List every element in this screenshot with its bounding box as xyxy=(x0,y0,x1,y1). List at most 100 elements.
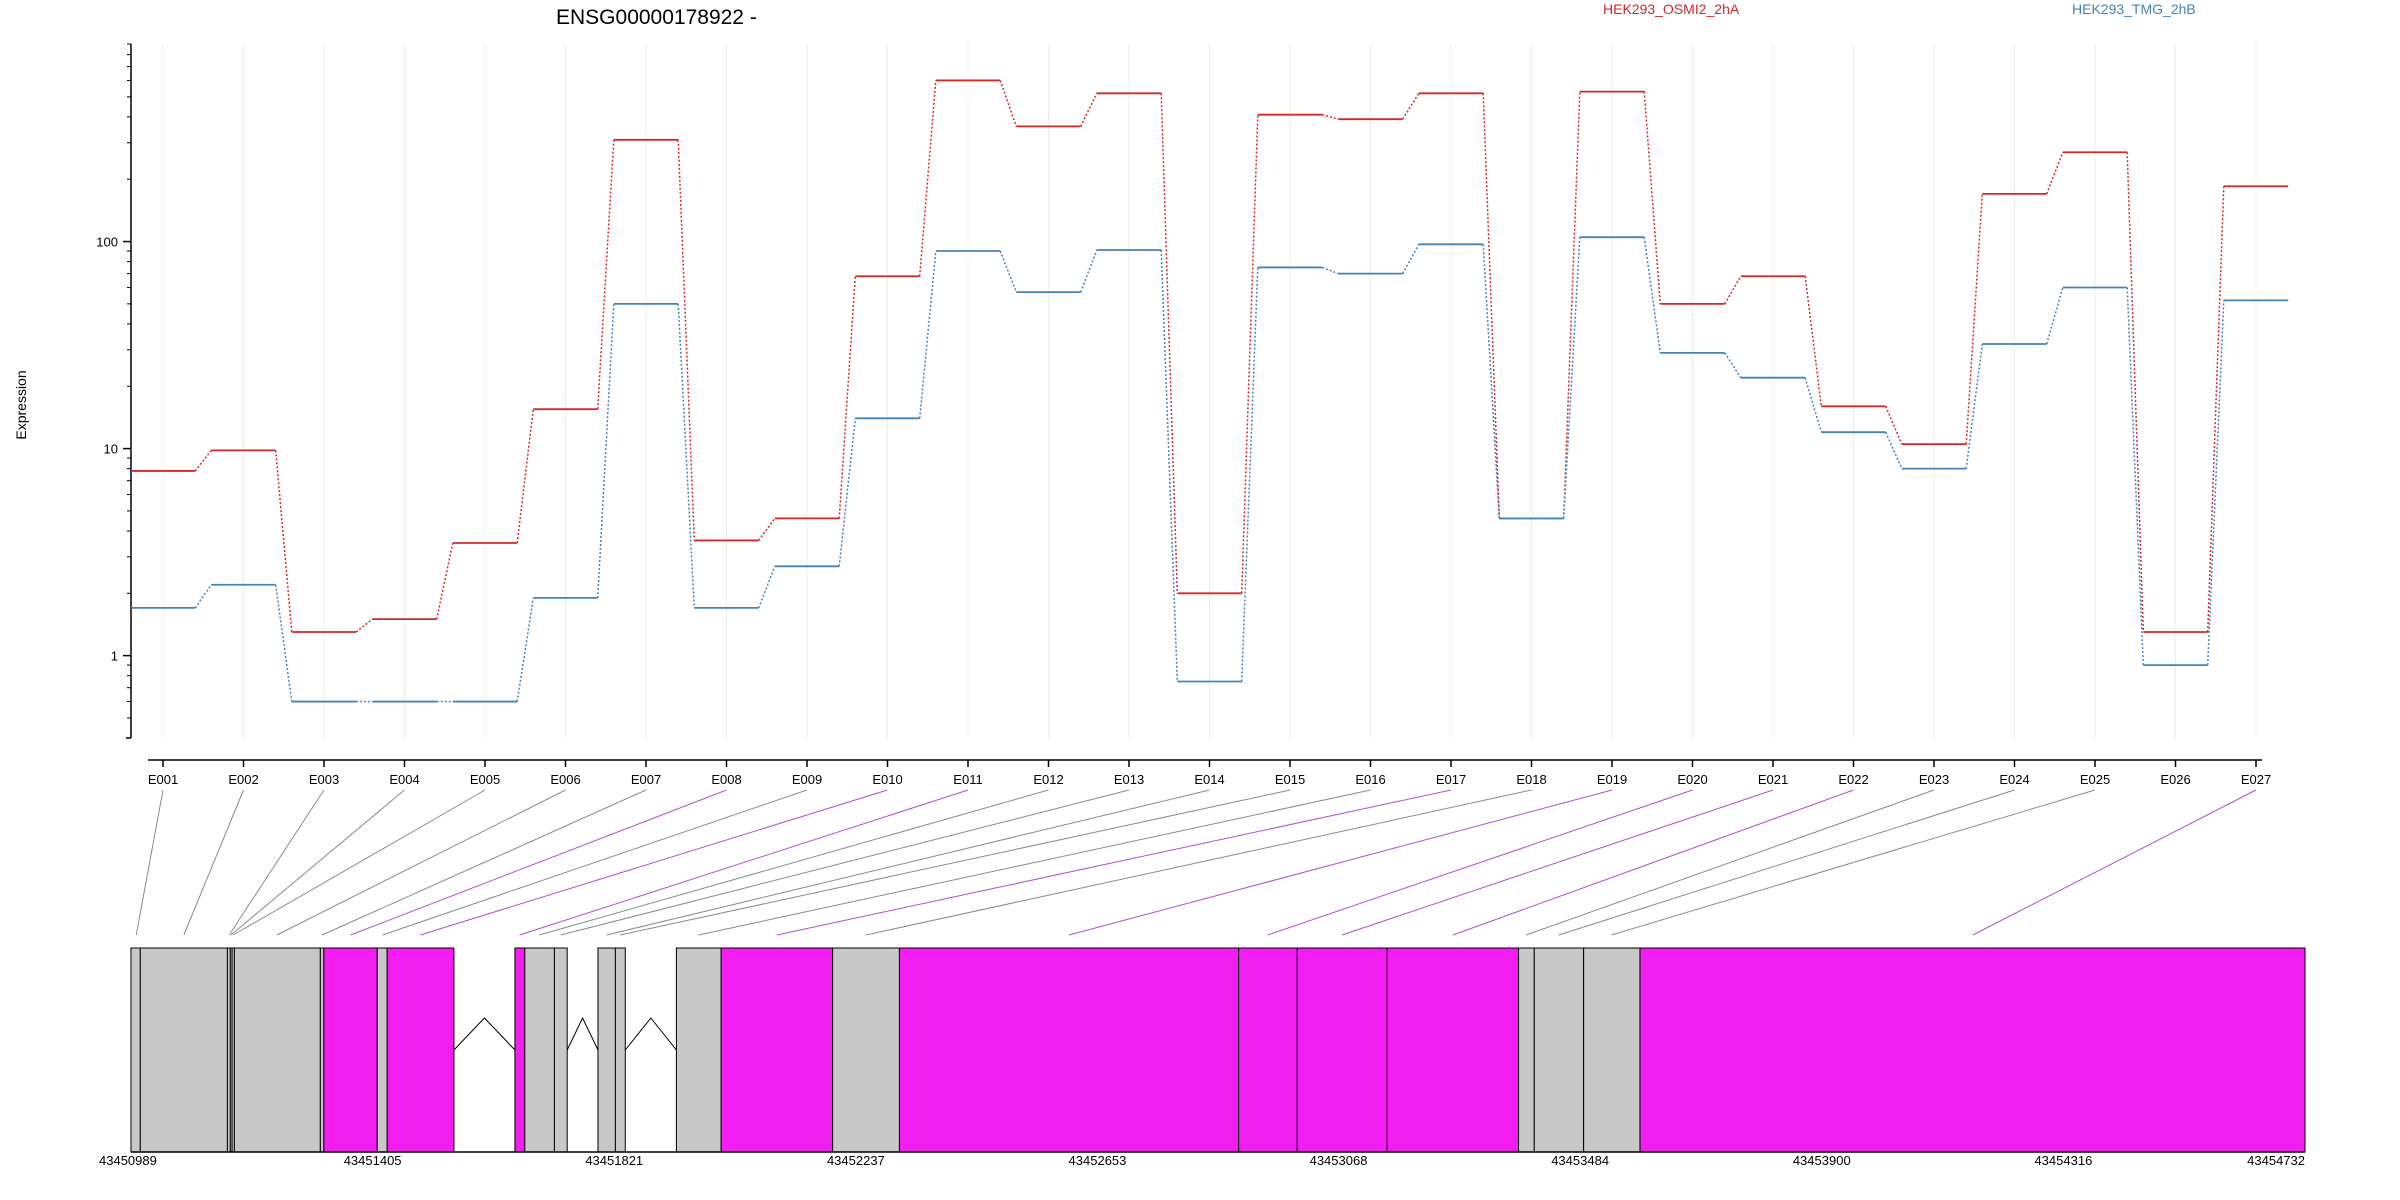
series-link xyxy=(999,250,1017,293)
series-tmg xyxy=(131,236,2289,703)
exon-block xyxy=(1639,947,2306,1153)
x-tick-label: E004 xyxy=(389,772,419,787)
x-tick-label: E024 xyxy=(1999,772,2029,787)
x-tick-label: E020 xyxy=(1677,772,1707,787)
series-link xyxy=(838,276,857,519)
y-tick-label: 1 xyxy=(111,649,118,664)
series-link xyxy=(1240,267,1259,682)
series-link xyxy=(1321,113,1339,120)
exon-block xyxy=(553,947,568,1153)
x-tick-label: E011 xyxy=(953,772,982,787)
series-link xyxy=(677,139,696,541)
series-link xyxy=(596,303,615,598)
exon-block xyxy=(1583,947,1641,1153)
exon-connector xyxy=(606,789,1210,936)
x-tick-label: E018 xyxy=(1516,772,1546,787)
exon-block xyxy=(139,947,228,1153)
series-link xyxy=(2046,151,2064,195)
x-axis: E001 E002 E003 E004 E005 E006 E007 E008 E009 E010… xyxy=(148,759,2271,787)
genomic-coordinate-label: 43453484 xyxy=(1551,1153,1609,1168)
exon-connector xyxy=(230,789,405,936)
series-link xyxy=(1804,276,1823,407)
legend-series-osmi2: HEK293_OSMI2_2hA xyxy=(1603,1,1740,17)
x-tick-label: E007 xyxy=(631,772,661,787)
series-link xyxy=(1804,377,1823,433)
exon-connector xyxy=(382,789,808,936)
exon-connector xyxy=(519,789,969,936)
legend-series-tmg: HEK293_TMG_2hB xyxy=(2072,1,2196,17)
exon-connector xyxy=(560,789,1130,936)
x-tick-label: E027 xyxy=(2241,772,2271,787)
exon-block xyxy=(376,947,388,1153)
exon-connector xyxy=(1068,789,1613,936)
genomic-coordinate-label: 43453900 xyxy=(1793,1153,1851,1168)
x-tick-label: E016 xyxy=(1355,772,1385,787)
x-tick-label: E012 xyxy=(1033,772,1063,787)
series-link xyxy=(1482,244,1501,519)
genomic-coordinate-label: 43453068 xyxy=(1310,1153,1368,1168)
x-tick-label: E019 xyxy=(1597,772,1627,787)
y-tick-label: 10 xyxy=(104,442,118,457)
series-link xyxy=(2206,300,2225,666)
x-tick-label: E005 xyxy=(470,772,500,787)
genomic-coordinate-label: 43451821 xyxy=(585,1153,643,1168)
exon-block xyxy=(614,947,626,1153)
series-link xyxy=(1643,237,1662,353)
series-link xyxy=(1240,114,1259,594)
exon-block xyxy=(514,947,526,1153)
exon-connector xyxy=(321,789,647,936)
exon-connector xyxy=(1341,789,1774,936)
exon-block xyxy=(1533,947,1585,1153)
genomic-coordinate-label: 43454732 xyxy=(2247,1153,2305,1168)
exon-block xyxy=(832,947,900,1153)
y-tick-label: 100 xyxy=(96,235,118,250)
series-osmi2 xyxy=(131,79,2289,633)
series-link xyxy=(838,418,857,567)
genomic-coordinate-label: 43454316 xyxy=(2034,1153,2092,1168)
x-tick-label: E021 xyxy=(1758,772,1788,787)
series-link xyxy=(596,139,615,410)
exon-connector xyxy=(350,789,727,936)
exon-connector xyxy=(539,789,1049,936)
series-link xyxy=(758,517,776,541)
exon-block xyxy=(524,947,555,1153)
series-link xyxy=(1885,431,1903,469)
genomic-coordinate-label: 43451405 xyxy=(344,1153,402,1168)
exon-connector xyxy=(776,789,1452,936)
series-link xyxy=(1562,237,1581,519)
series-link xyxy=(1482,93,1501,519)
y-axis: 1 10 100 xyxy=(96,43,132,739)
grid-lines xyxy=(162,44,2257,738)
exon-connector xyxy=(135,789,164,936)
exon-connectors xyxy=(135,789,2257,936)
exon-block xyxy=(319,947,325,1153)
exon-block xyxy=(323,947,378,1153)
series-link xyxy=(918,250,937,419)
series-link xyxy=(1160,250,1179,682)
x-tick-label: E013 xyxy=(1114,772,1144,787)
exon-connector xyxy=(1267,789,1693,936)
exon-block xyxy=(1518,947,1535,1153)
gene-track xyxy=(130,947,2306,1153)
genomic-coordinate-label: 43452653 xyxy=(1069,1153,1127,1168)
series-link xyxy=(1402,92,1420,120)
series-link xyxy=(1965,343,1984,469)
genomic-coordinate-label: 43450989 xyxy=(99,1153,157,1168)
exon-connector xyxy=(1525,789,1935,936)
series-link xyxy=(918,80,937,277)
series-link xyxy=(2206,186,2225,633)
exon-connector xyxy=(1972,789,2257,936)
x-tick-label: E002 xyxy=(228,772,258,787)
y-axis-label: Expression xyxy=(13,370,29,439)
exon-block xyxy=(386,947,455,1153)
x-tick-label: E009 xyxy=(792,772,822,787)
series-link xyxy=(1643,91,1662,304)
x-tick-label: E003 xyxy=(309,772,339,787)
exon-connector xyxy=(698,789,1371,936)
exon-block xyxy=(1238,947,1298,1153)
series-link xyxy=(1965,193,1984,445)
x-tick-label: E022 xyxy=(1838,772,1868,787)
x-tick-label: E023 xyxy=(1919,772,1949,787)
x-tick-label: E001 xyxy=(148,772,178,787)
exon-connector xyxy=(865,789,1532,936)
